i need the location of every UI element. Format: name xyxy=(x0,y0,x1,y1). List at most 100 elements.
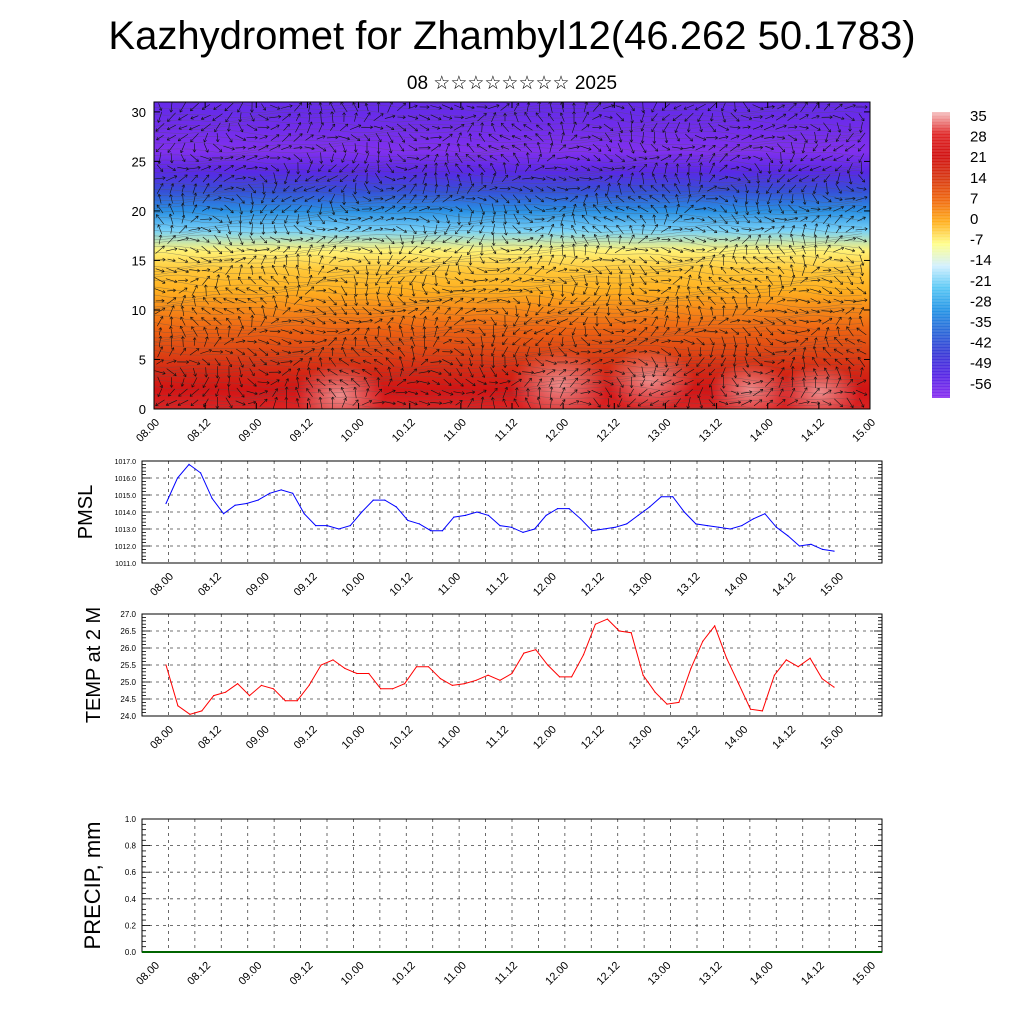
temp2m-point xyxy=(380,688,382,690)
pmsl-point xyxy=(580,518,582,520)
pmsl-x-tick-label: 11.00 xyxy=(436,571,463,598)
pmsl-point xyxy=(246,502,248,505)
precip-y-tick-label: 0.0 xyxy=(125,948,137,957)
warm-area xyxy=(605,348,695,409)
isotherm-line xyxy=(154,379,863,389)
isotherm-line xyxy=(154,199,863,209)
isotherm-line xyxy=(154,130,863,138)
pmsl-point xyxy=(234,504,236,506)
section-x-tick-label: 14.12 xyxy=(799,417,827,445)
temp2m-x-tick-label: 10.00 xyxy=(340,724,368,752)
pmsl-point xyxy=(303,513,305,515)
section-y-tick-label: 0 xyxy=(139,402,146,417)
isotherm-line xyxy=(154,225,863,234)
temp2m-y-tick-label: 27.0 xyxy=(120,610,136,619)
isotherm-line xyxy=(154,174,863,184)
temp2m-x-tick-label: 11.00 xyxy=(436,724,463,751)
temp2m-point xyxy=(666,703,668,705)
warm-area xyxy=(510,350,610,409)
colorbar-label: -35 xyxy=(970,314,992,331)
pmsl-point xyxy=(200,472,202,474)
colorbar-label: 35 xyxy=(970,108,987,125)
pmsl-point xyxy=(637,514,639,517)
temp2m-point xyxy=(296,700,298,702)
isotherm-line xyxy=(154,150,863,158)
section-y-tick-label: 10 xyxy=(132,303,146,318)
pmsl-x-tick-label: 08.00 xyxy=(148,571,176,599)
temp2m-point xyxy=(630,632,632,634)
temp2m-x-tick-label: 09.12 xyxy=(292,724,320,752)
isotherm-line xyxy=(154,110,863,119)
pmsl-point xyxy=(487,514,490,517)
pmsl-point xyxy=(223,513,225,515)
precip-x-tick-label: 13.12 xyxy=(697,960,725,988)
temp2m-point xyxy=(475,679,477,681)
temp2m-point xyxy=(761,710,764,712)
temp2m-point xyxy=(809,657,811,659)
colorbar-label: -42 xyxy=(970,335,992,352)
isotherm-line xyxy=(154,154,863,164)
temp2m-point xyxy=(177,705,179,707)
temp2m-x-tick-label: 14.12 xyxy=(770,724,798,752)
section-x-tick-label: 14.00 xyxy=(748,417,776,445)
chart-title: Kazhydromet for Zhambyl12(46.262 50.1783… xyxy=(108,14,916,58)
temp2m-y-tick-label: 24.5 xyxy=(120,695,136,704)
pmsl-point xyxy=(418,523,420,525)
isotherm-line xyxy=(154,209,863,219)
pmsl-point xyxy=(395,506,397,508)
temp2m-point xyxy=(594,623,597,625)
temp2m-point xyxy=(821,678,823,680)
temp2m-point xyxy=(308,684,310,687)
precip-x-tick-label: 14.12 xyxy=(799,960,827,988)
pmsl-x-tick-label: 14.12 xyxy=(770,571,798,599)
temp2m-point xyxy=(248,695,251,697)
pmsl-point xyxy=(361,511,363,513)
temp2m-point xyxy=(320,664,322,666)
pmsl-point xyxy=(626,523,628,525)
pmsl-x-tick-label: 12.12 xyxy=(579,571,607,599)
isotherm-line xyxy=(154,304,863,314)
isotherm-line xyxy=(154,359,863,369)
pmsl-point xyxy=(821,548,824,551)
pmsl-point xyxy=(315,525,317,527)
colorbar-label: 28 xyxy=(970,129,987,146)
temp2m-point xyxy=(439,678,441,680)
isotherm-line xyxy=(154,269,863,279)
colorbar-label: -49 xyxy=(970,355,992,372)
temp2m-y-tick-label: 25.5 xyxy=(120,661,136,670)
section-y-tick-label: 15 xyxy=(132,253,146,268)
section-x-tick-label: 15.00 xyxy=(850,417,878,445)
wind-vectors xyxy=(154,102,868,409)
isotherm-line xyxy=(154,354,863,363)
isotherm-line xyxy=(154,390,863,398)
temp2m-x-tick-label: 12.12 xyxy=(579,724,607,752)
temp2m-point xyxy=(499,679,501,681)
pmsl-point xyxy=(557,508,559,510)
precip-x-tick-label: 08.12 xyxy=(185,960,213,988)
temp2m-point xyxy=(451,684,453,687)
isotherm-line xyxy=(154,159,863,169)
pmsl-point xyxy=(384,499,386,501)
temp2m-point xyxy=(582,654,585,656)
surface-warm-areas xyxy=(295,348,860,409)
section-y-tick-label: 20 xyxy=(132,204,146,219)
pmsl-y-tick-label: 1012.0 xyxy=(115,544,137,551)
colorbar-label: 21 xyxy=(970,149,987,166)
pmsl-point xyxy=(649,506,651,508)
pmsl-y-tick-label: 1014.0 xyxy=(115,510,137,517)
pmsl-x-tick-label: 08.12 xyxy=(196,571,224,599)
isotherm-line xyxy=(154,399,863,409)
pmsl-point xyxy=(453,516,455,518)
isotherm-line xyxy=(154,229,863,239)
section-x-tick-label: 12.12 xyxy=(594,417,622,445)
isotherm-line xyxy=(154,364,863,374)
pmsl-point xyxy=(441,530,443,532)
temp2m-point xyxy=(642,674,644,676)
isotherm-line xyxy=(154,374,863,384)
temp2m-x-tick-label: 08.00 xyxy=(148,724,176,752)
pmsl-series-line xyxy=(165,463,835,552)
pmsl-point xyxy=(810,543,812,545)
pmsl-point xyxy=(165,502,167,505)
temp2m-point xyxy=(714,625,716,627)
